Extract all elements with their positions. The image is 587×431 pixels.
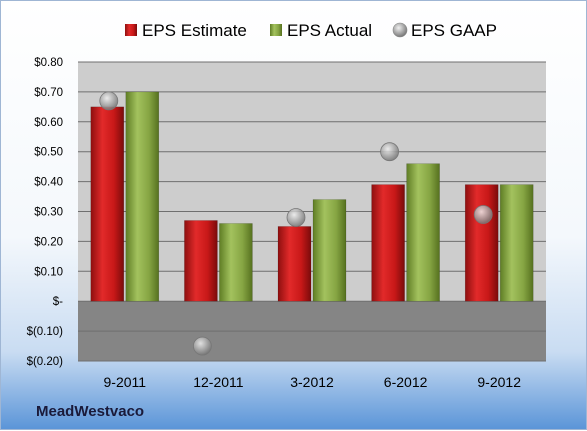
x-category-label: 3-2012	[290, 374, 334, 390]
y-tick-label: $0.60	[34, 117, 63, 129]
legend-eps-gaap-label: EPS GAAP	[411, 21, 497, 40]
legend-eps-gaap-swatch	[392, 22, 408, 38]
y-tick-label: $0.70	[34, 87, 63, 99]
bar-eps-estimate	[371, 184, 405, 302]
y-tick-label: $0.20	[34, 236, 63, 248]
marker-eps-gaap	[286, 208, 306, 227]
y-tick-label: $0.40	[34, 177, 63, 189]
marker-eps-gaap	[380, 142, 400, 162]
y-tick-label: $0.50	[34, 147, 63, 159]
x-category-label: 9-2012	[477, 374, 521, 390]
marker-eps-gaap	[473, 205, 493, 224]
bar-eps-estimate	[90, 106, 125, 302]
bars	[90, 91, 534, 302]
y-axis: $0.80 $0.70 $0.60 $0.50 $0.40 $0.30 $0.20 $0.10…	[27, 57, 64, 368]
x-category-label: 6-2012	[384, 374, 428, 390]
bar-eps-estimate	[464, 184, 499, 302]
x-category-label: 9-2011	[104, 374, 147, 390]
bar-eps-estimate	[184, 220, 218, 302]
legend-eps-actual-label: EPS Actual	[287, 21, 372, 40]
legend-eps-estimate-label: EPS Estimate	[142, 21, 247, 40]
y-tick-label: $0.30	[34, 207, 63, 219]
gaap-markers	[99, 91, 493, 356]
x-category-label: 12-2011	[193, 374, 244, 390]
y-tick-label: $-	[53, 296, 63, 308]
marker-eps-gaap	[192, 336, 212, 356]
bar-eps-actual	[125, 91, 160, 302]
y-tick-label: $0.10	[34, 266, 63, 278]
company-name: MeadWestvaco	[36, 403, 145, 420]
marker-eps-gaap	[99, 91, 119, 111]
legend: EPS Estimate EPS Actual EPS GAAP	[125, 21, 497, 40]
y-tick-label: $(0.10)	[27, 326, 64, 338]
y-tick-label: $0.80	[34, 57, 63, 69]
legend-eps-estimate-swatch	[125, 24, 137, 36]
bar-eps-actual	[219, 223, 253, 302]
bar-eps-actual	[406, 163, 440, 302]
bar-eps-estimate	[277, 226, 312, 302]
legend-eps-actual-swatch	[270, 24, 282, 36]
bar-eps-actual	[312, 199, 347, 302]
x-axis: 9-2011 12-2011 3-2012 6-2012 9-2012	[104, 374, 522, 390]
y-tick-label: $(0.20)	[27, 356, 64, 368]
bar-eps-actual	[499, 184, 534, 302]
